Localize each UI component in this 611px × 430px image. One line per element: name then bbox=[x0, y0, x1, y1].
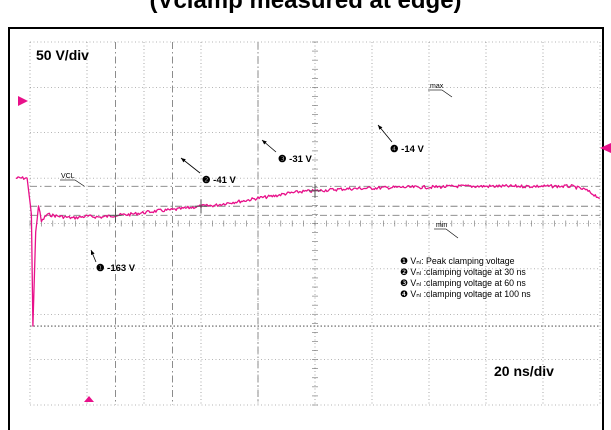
svg-text:VCL: VCL bbox=[61, 173, 75, 180]
legend-item-2: ❷ Vₙₗ :clamping voltage at 30 ns bbox=[400, 267, 526, 277]
figure-title: (Vclamp measured at edge) bbox=[149, 0, 462, 14]
annotation-label: ❸ -31 V bbox=[278, 154, 313, 165]
arrow-head-icon bbox=[181, 158, 186, 163]
figure-frame bbox=[8, 27, 604, 430]
trigger-level-marker bbox=[600, 143, 611, 153]
trace-layer bbox=[15, 96, 611, 402]
arrow-head-icon bbox=[91, 250, 95, 255]
ground-level-marker bbox=[18, 96, 28, 106]
legend-item-1: ❶ Vₙₗ: Peak clamping voltage bbox=[400, 256, 515, 266]
svg-text:max: max bbox=[430, 83, 444, 90]
vcl-level-marker: VCL bbox=[60, 173, 85, 187]
annotation-label: ❶ -163 V bbox=[96, 263, 136, 274]
graticule bbox=[29, 41, 601, 406]
legend-item-3: ❸ Vₙₗ :clamping voltage at 60 ns bbox=[400, 278, 526, 288]
cursor-lines bbox=[30, 42, 600, 405]
min-level-marker: min bbox=[434, 222, 459, 239]
svg-text:min: min bbox=[436, 222, 447, 229]
max-level-marker: max bbox=[428, 83, 453, 98]
annotations: ❶ -163 V ❷ -41 V ❸ -31 V ❹ -14 V bbox=[90, 124, 425, 274]
annotation-point-1: ❶ -163 V bbox=[90, 249, 136, 274]
annotation-point-2: ❷ -41 V bbox=[109, 157, 237, 223]
legend-item-4: ❹ Vₙₗ :clamping voltage at 100 ns bbox=[400, 289, 531, 299]
voltage-trace bbox=[15, 176, 600, 327]
annotation-label: ❹ -14 V bbox=[390, 144, 425, 155]
annotation-point-3: ❸ -31 V bbox=[195, 139, 313, 214]
trigger-position-marker bbox=[84, 396, 94, 402]
annotation-label: ❷ -41 V bbox=[202, 175, 237, 186]
vertical-scale-label: 50 V/div bbox=[36, 47, 89, 63]
arrow-head-icon bbox=[378, 125, 383, 130]
horizontal-scale-label: 20 ns/div bbox=[494, 363, 554, 379]
arrow-head-icon bbox=[262, 140, 267, 145]
annotation-point-4: ❹ -14 V bbox=[309, 124, 425, 198]
